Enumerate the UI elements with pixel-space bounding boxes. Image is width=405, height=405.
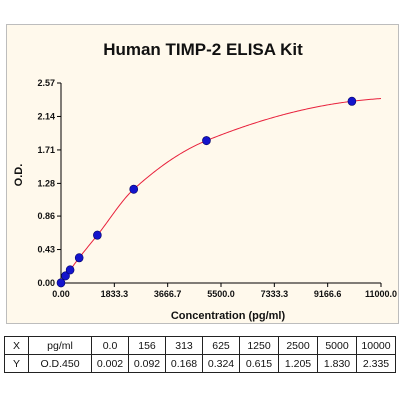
table-cell: 0.002 (91, 354, 129, 373)
table-cell: 2.335 (356, 354, 396, 373)
y-tick-label: 2.14 (37, 111, 55, 121)
y-tick-label: 0.43 (37, 245, 55, 255)
table-cell: 2500 (278, 336, 318, 355)
data-point (202, 136, 211, 146)
table-cell: O.D.450 (28, 354, 92, 373)
table-cell: X (4, 336, 29, 355)
table-cell: 0.092 (128, 354, 166, 373)
fit-curve (60, 98, 382, 284)
table-cell: pg/ml (28, 336, 92, 355)
data-point (74, 253, 84, 263)
table-cell: 1250 (239, 336, 279, 355)
x-tick-label: 9166.6 (314, 289, 342, 299)
table-cell: 156 (128, 336, 166, 355)
table-cell: 0.0 (91, 336, 129, 355)
y-tick-label: 2.57 (37, 78, 55, 88)
data-point (129, 184, 139, 194)
y-tick-label: 1.28 (37, 178, 55, 188)
x-tick-label: 3666.7 (154, 289, 182, 299)
table-cell: 313 (165, 336, 203, 355)
y-tick-label: 0.00 (37, 278, 55, 288)
plot-area: 0.00 0.43 0.86 1.28 1.71 2.14 2.57 0.00 1833.3 36… (37, 78, 397, 299)
data-point (61, 271, 70, 281)
table-cell: 625 (202, 336, 240, 355)
table-cell: 0.168 (165, 354, 203, 373)
chart-panel: Human TIMP-2 ELISA Kit 0.00 0.43 0.86 1.28 1… (6, 24, 399, 324)
table-cell: Y (4, 354, 29, 373)
table-row: Y O.D.450 0.002 0.092 0.168 0.324 0.615 1.205 1.… (4, 354, 396, 373)
data-point (93, 230, 102, 240)
table-cell: 1.205 (278, 354, 318, 373)
x-tick-label: 7333.3 (261, 289, 289, 299)
data-point (65, 265, 75, 275)
table-cell: 0.615 (239, 354, 279, 373)
x-tick-label: 5500.0 (207, 289, 235, 299)
y-axis-label: O.D. (13, 164, 25, 187)
x-axis-label: Concentration (pg/ml) (171, 310, 286, 322)
y-tick-label: 1.71 (37, 145, 55, 155)
table-cell: 5000 (317, 336, 357, 355)
chart: Human TIMP-2 ELISA Kit 0.00 0.43 0.86 1.28 1… (13, 40, 397, 322)
data-point (56, 278, 66, 288)
table-cell: 10000 (356, 336, 396, 355)
table-cell: 0.324 (202, 354, 240, 373)
chart-title: Human TIMP-2 ELISA Kit (103, 40, 303, 59)
table-cell: 1.830 (317, 354, 357, 373)
x-tick-label: 0.00 (52, 289, 70, 299)
x-tick-label: 11000.0 (365, 289, 397, 299)
y-tick-label: 0.86 (37, 211, 55, 221)
data-point (347, 96, 357, 106)
x-tick-label: 1833.3 (101, 289, 129, 299)
